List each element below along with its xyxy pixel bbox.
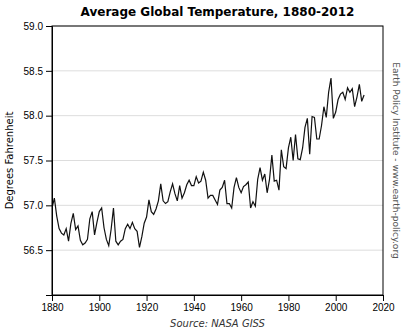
y-tick: 56.5	[24, 245, 52, 256]
x-axis: 1880 1900 1920 1940 1960 1980 2000 2020	[41, 295, 395, 313]
y-tick-mark	[46, 116, 52, 117]
x-tick-label: 1900	[89, 302, 112, 313]
y-tick-label: 58.0	[24, 110, 44, 121]
y-axis: 56.5 57.0 57.5 58.0 58.5 59.0	[24, 21, 53, 296]
series-group	[52, 78, 364, 247]
grid-line	[52, 70, 383, 71]
y-tick-label: 56.5	[24, 245, 44, 256]
x-tick: 2000	[325, 295, 348, 313]
y-tick-label: 59.0	[24, 21, 44, 32]
x-tick: 1900	[89, 295, 112, 313]
chart: 1880 1900 1920 1940 1960 1980 2000 2020 56.5 57.0…	[0, 0, 407, 335]
y-tick-label: 57.0	[24, 200, 44, 211]
y-tick: 57.5	[24, 155, 52, 166]
y-tick-mark	[46, 205, 52, 206]
x-tick-mark	[241, 295, 242, 301]
grid-line	[52, 160, 383, 161]
x-tick: 2020	[372, 295, 395, 313]
line	[52, 78, 364, 247]
grid	[52, 26, 383, 250]
y-tick-label: 57.5	[24, 155, 44, 166]
x-tick-label: 1960	[231, 302, 254, 313]
y-axis-label: Degrees Fahrenheit	[4, 112, 15, 210]
x-tick: 1880	[41, 295, 64, 313]
x-tick-label: 1940	[183, 302, 206, 313]
x-axis-label: Source: NASA GISS	[170, 318, 265, 329]
y-tick: 59.0	[24, 21, 52, 32]
x-tick: 1960	[231, 295, 254, 313]
y-tick-label: 58.5	[24, 66, 44, 77]
plot-area: 1880 1900 1920 1940 1960 1980 2000 2020 56.5 57.0…	[24, 21, 396, 313]
x-tick: 1940	[183, 295, 206, 313]
x-tick-mark	[99, 295, 100, 301]
x-tick-label: 2000	[325, 302, 348, 313]
y-tick: 57.0	[24, 200, 52, 211]
y-tick-mark	[46, 71, 52, 72]
y-tick: 58.5	[24, 66, 52, 77]
x-tick-label: 1880	[41, 302, 64, 313]
x-tick: 1980	[278, 295, 301, 313]
x-tick-label: 1980	[278, 302, 301, 313]
title: Average Global Temperature, 1880-2012	[81, 5, 355, 19]
y2-axis-label: Earth Policy Institute - www.earth-polic…	[391, 62, 401, 258]
x-tick-label: 1920	[136, 302, 159, 313]
x-tick-mark	[288, 295, 289, 301]
x-tick-label: 2020	[372, 302, 395, 313]
plot-frame	[52, 26, 383, 295]
y-tick-mark	[46, 161, 52, 162]
x-tick-mark	[194, 295, 195, 301]
y-tick-mark	[46, 26, 52, 27]
grid-line	[52, 250, 383, 251]
x-axis-line	[53, 296, 384, 302]
y-tick-mark	[46, 250, 52, 251]
x-tick-mark	[336, 295, 337, 301]
x-tick-mark	[383, 295, 384, 301]
x-tick: 1920	[136, 295, 159, 313]
y-tick: 58.0	[24, 110, 52, 121]
x-tick-mark	[147, 295, 148, 301]
